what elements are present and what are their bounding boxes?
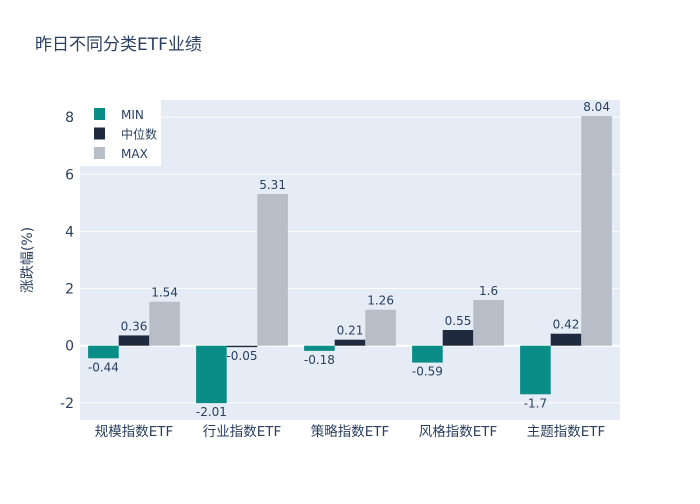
data-label: 8.04 (583, 100, 610, 114)
bar-max (365, 309, 396, 346)
bar-min (520, 345, 551, 395)
y-tick-label: 6 (65, 167, 74, 183)
y-tick-label: 8 (65, 110, 74, 126)
x-tick-label: 行业指数ETF (203, 424, 282, 440)
data-label: -0.59 (412, 365, 443, 379)
data-label: 1.6 (479, 284, 498, 298)
legend-label[interactable]: MIN (121, 108, 144, 122)
legend: MIN 中位数 MAX (80, 100, 161, 166)
x-tick-label: 风格指数ETF (419, 424, 498, 440)
data-label: 0.21 (337, 324, 364, 338)
data-label: -0.18 (304, 353, 335, 367)
bar-min (304, 345, 335, 351)
data-label: 1.54 (151, 286, 178, 300)
bar-max (257, 194, 288, 346)
data-label: 0.36 (121, 319, 148, 333)
data-label: -0.05 (226, 349, 257, 363)
y-tick-label: -2 (60, 396, 74, 412)
bar-max (149, 301, 180, 346)
bar-max (581, 116, 612, 346)
bar-min (412, 345, 443, 363)
x-tick-label: 规模指数ETF (95, 424, 174, 440)
legend-swatch[interactable] (94, 108, 105, 120)
bar-min (196, 345, 227, 404)
bar-median (550, 333, 582, 346)
data-label: -0.44 (88, 360, 119, 374)
data-label: 5.31 (259, 178, 286, 192)
bar-median (442, 330, 474, 346)
data-label: -1.7 (524, 396, 547, 410)
y-tick-label: 2 (65, 282, 74, 298)
y-axis-label: 涨跌幅(%) (20, 227, 36, 293)
bar-min (88, 345, 119, 359)
y-tick-label: 0 (65, 339, 74, 355)
legend-label[interactable]: MAX (121, 147, 148, 161)
legend-swatch[interactable] (94, 127, 105, 140)
bar-median (334, 339, 366, 346)
data-label: 0.42 (553, 318, 580, 332)
data-label: -2.01 (196, 405, 227, 419)
x-tick-label: 主题指数ETF (527, 424, 606, 440)
data-label: 1.26 (367, 294, 394, 308)
bar-median (118, 335, 150, 346)
y-tick-label: 4 (65, 224, 74, 240)
data-label: 0.55 (445, 314, 472, 328)
legend-label[interactable]: 中位数 (121, 127, 157, 142)
bar-median (226, 345, 258, 348)
legend-swatch[interactable] (94, 147, 105, 159)
bar-max (473, 300, 504, 346)
chart-title: 昨日不同分类ETF业绩 (35, 35, 202, 55)
x-tick-label: 策略指数ETF (311, 423, 390, 440)
legend-background (80, 100, 161, 166)
